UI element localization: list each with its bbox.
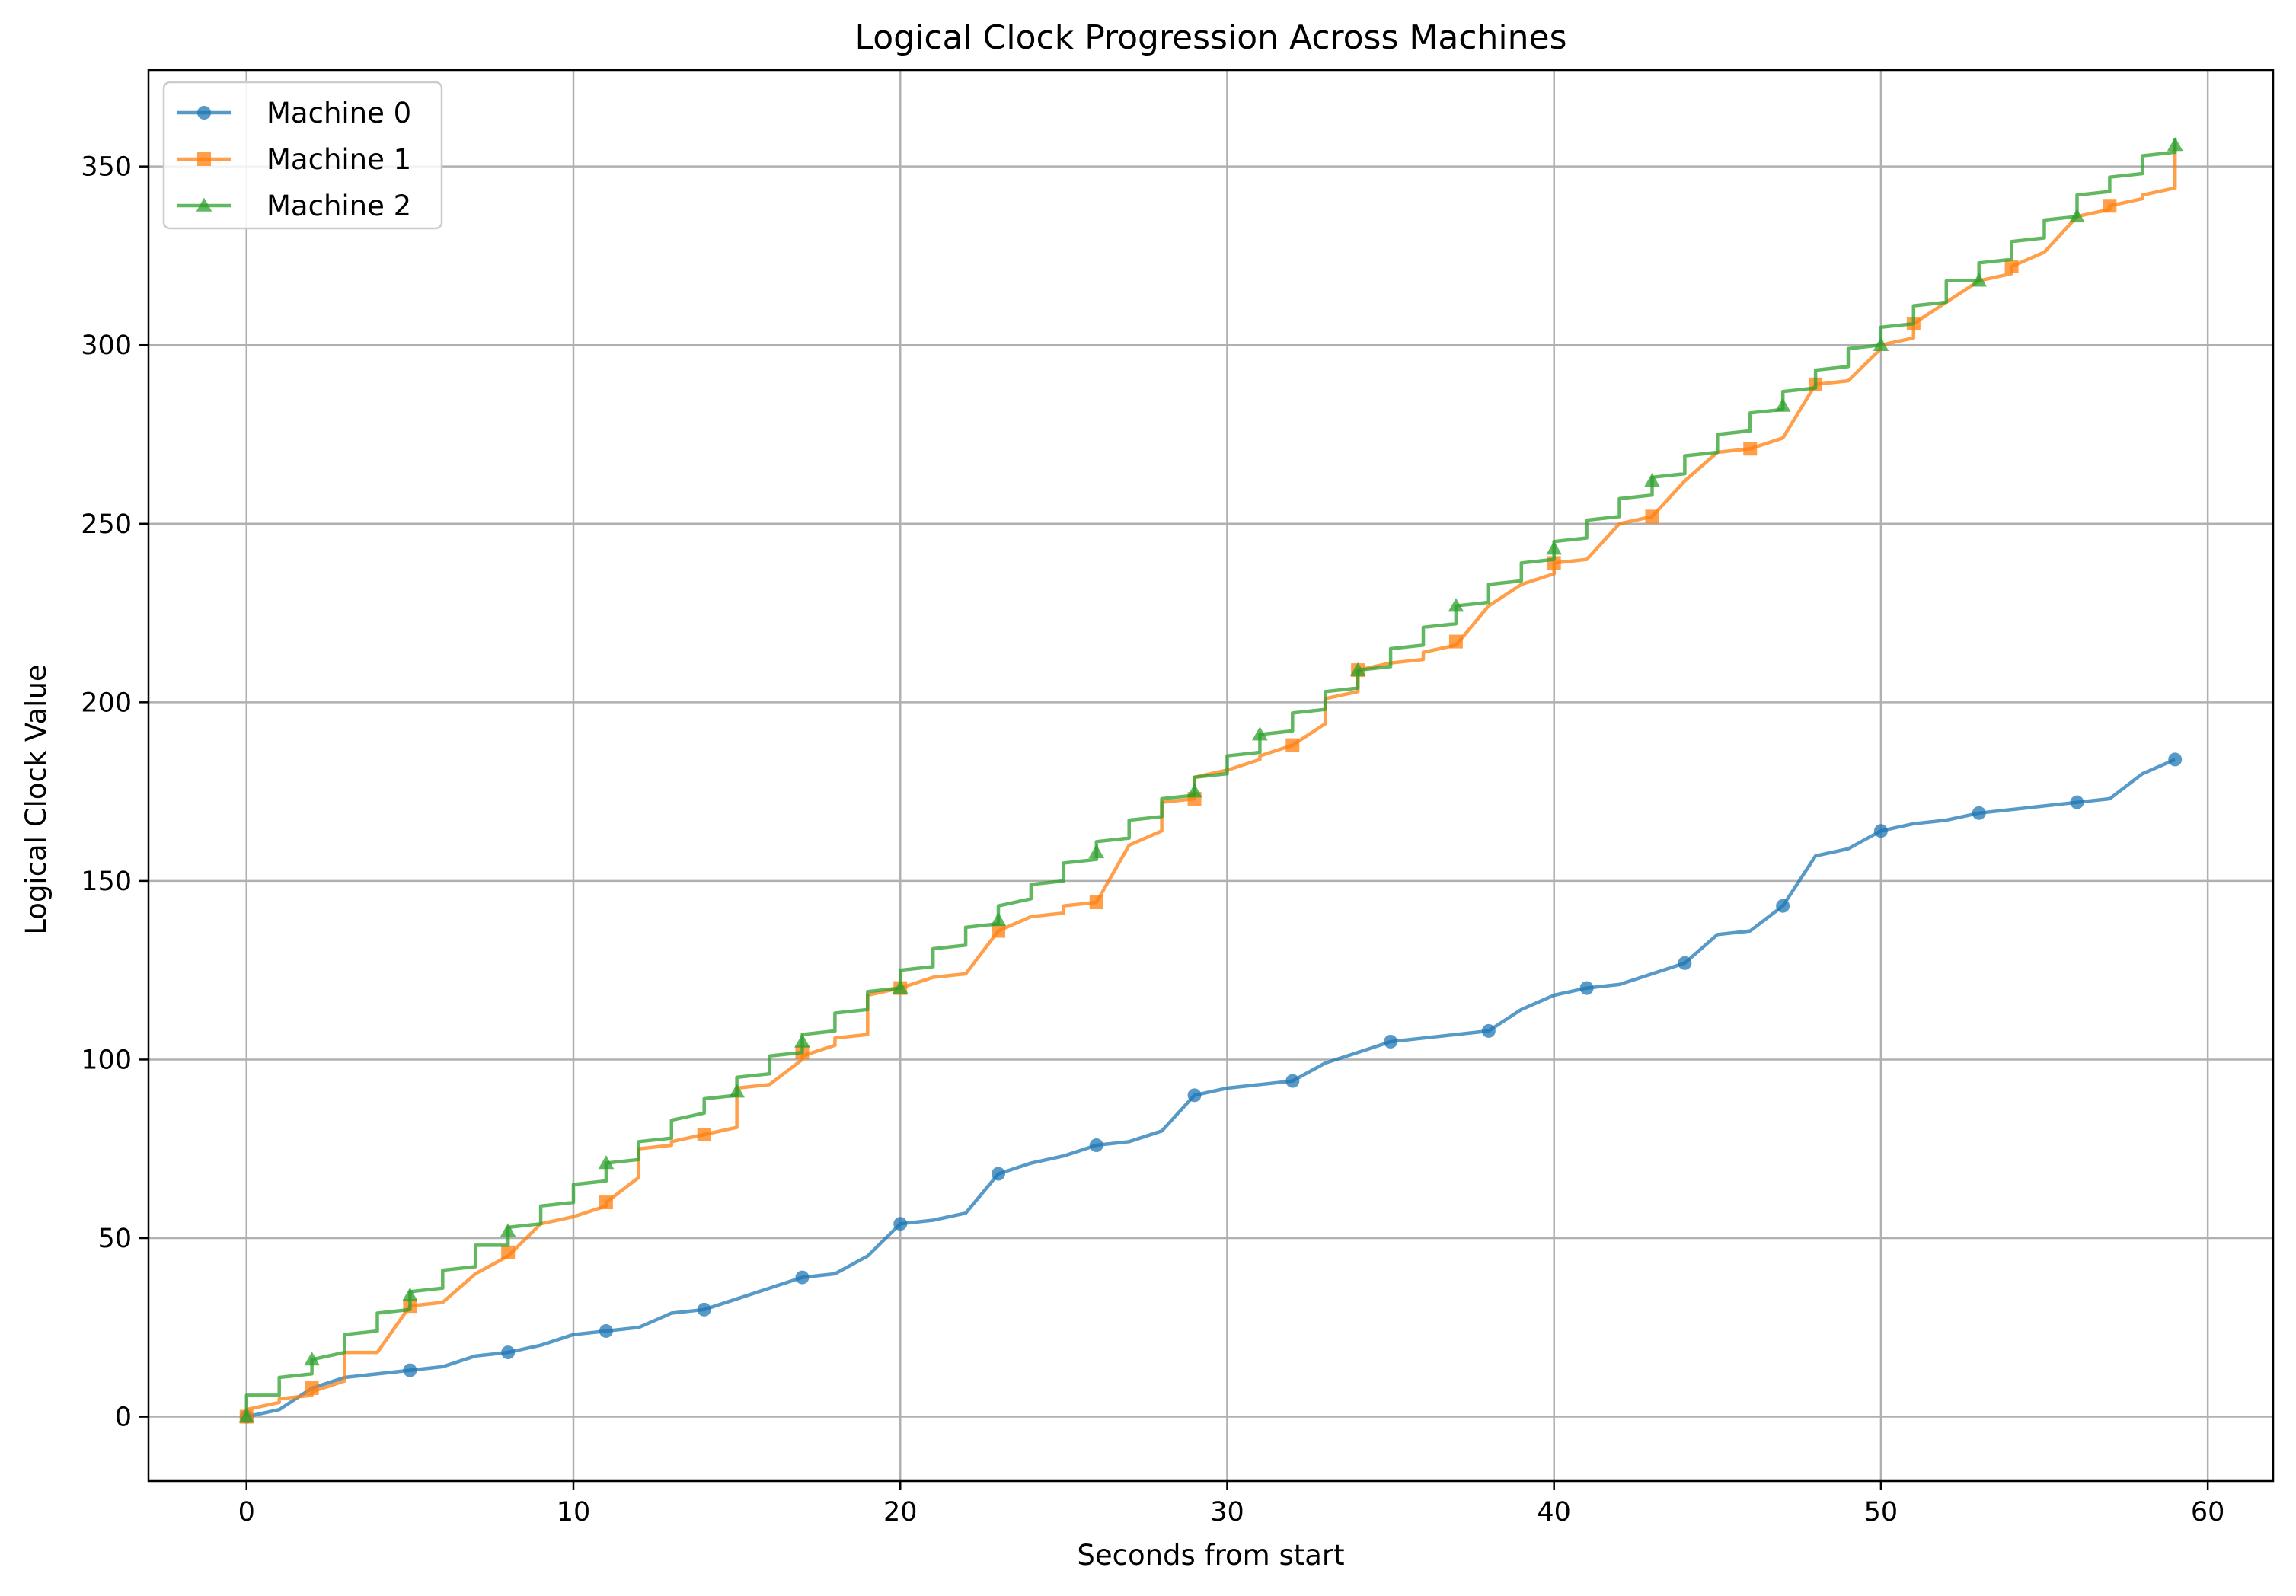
- data-point: [2103, 199, 2117, 213]
- data-point: [402, 1287, 418, 1301]
- data-point: [1187, 1088, 1202, 1103]
- y-tick-label: 250: [81, 509, 132, 540]
- plot-frame: [147, 69, 2275, 1483]
- data-point: [304, 1352, 320, 1366]
- data-point: [1546, 541, 1563, 555]
- data-point: [2167, 137, 2183, 152]
- data-point: [1349, 662, 1366, 676]
- legend-marker: [196, 197, 212, 212]
- data-point: [1089, 895, 1103, 910]
- data-point: [794, 1033, 810, 1048]
- data-point: [697, 1302, 711, 1317]
- data-point: [1774, 397, 1791, 412]
- data-point: [1448, 634, 1463, 649]
- y-tick-label: 50: [97, 1224, 132, 1254]
- y-axis-label: Logical Clock Value: [20, 664, 53, 934]
- legend: Machine 0 Machine 1 Machine 2: [162, 81, 443, 230]
- series-line: [246, 758, 2176, 1419]
- x-tick-label: 0: [238, 1497, 255, 1527]
- data-point: [599, 1195, 613, 1210]
- data-point: [500, 1223, 516, 1237]
- data-point: [1873, 824, 1888, 838]
- data-point: [697, 1127, 711, 1141]
- data-point: [1285, 738, 1300, 752]
- legend-label: Machine 0: [267, 97, 411, 129]
- data-point: [501, 1345, 516, 1360]
- data-point: [1678, 956, 1692, 970]
- data-point: [501, 1245, 516, 1259]
- x-tick-label: 50: [1864, 1497, 1898, 1527]
- data-point: [2168, 752, 2183, 767]
- x-tick-label: 20: [883, 1497, 918, 1527]
- x-tick-label: 40: [1537, 1497, 1571, 1527]
- y-tick-label: 0: [115, 1403, 132, 1433]
- data-point: [1186, 784, 1202, 798]
- data-point: [1252, 726, 1268, 741]
- data-point: [1645, 509, 1659, 524]
- data-point: [403, 1363, 417, 1377]
- data-point: [992, 1167, 1005, 1181]
- legend-item: Machine 0: [177, 97, 411, 129]
- axis-ticks: 0 10 20 30 40 50 60 0 50 100 150 200 250 300 350: [81, 152, 2224, 1527]
- data-point: [1285, 1074, 1300, 1088]
- legend-marker: [197, 106, 211, 120]
- data-point: [2004, 260, 2019, 274]
- data-point: [1743, 442, 1758, 456]
- data-point: [1776, 899, 1790, 913]
- legend-box: [162, 81, 443, 230]
- data-point: [2070, 795, 2084, 809]
- data-point: [1972, 806, 1986, 820]
- chart-title: Logical Clock Progression Across Machine…: [855, 18, 1567, 57]
- y-tick-label: 200: [81, 688, 132, 718]
- x-tick-label: 10: [557, 1497, 591, 1527]
- data-point: [1448, 598, 1464, 612]
- y-tick-label: 350: [81, 152, 132, 183]
- data-point: [729, 1084, 745, 1098]
- data-point: [795, 1270, 810, 1285]
- data-point: [893, 1217, 908, 1231]
- data-point: [1644, 473, 1660, 487]
- series-2: [238, 137, 2183, 1423]
- data-point: [238, 1409, 255, 1423]
- data-point: [2069, 208, 2085, 223]
- x-tick-label: 60: [2191, 1497, 2225, 1527]
- legend-marker: [197, 152, 211, 166]
- data-point: [1481, 1023, 1496, 1038]
- legend-item: Machine 2: [177, 190, 411, 222]
- data-point: [892, 980, 909, 994]
- legend-label: Machine 1: [267, 143, 411, 176]
- y-tick-label: 150: [81, 867, 132, 897]
- data-point: [1579, 981, 1594, 995]
- series-0: [239, 752, 2183, 1424]
- x-tick-label: 30: [1210, 1497, 1244, 1527]
- grid-lines: [148, 70, 2273, 1481]
- data-point: [1873, 337, 1889, 351]
- data-point: [1384, 1034, 1398, 1049]
- data-point: [1088, 844, 1105, 859]
- legend-label: Machine 2: [267, 190, 411, 222]
- series-layer: [238, 137, 2183, 1424]
- data-point: [599, 1323, 613, 1338]
- legend-item: Machine 1: [177, 143, 411, 176]
- x-axis-label: Seconds from start: [1077, 1539, 1344, 1572]
- data-point: [990, 912, 1007, 927]
- y-tick-label: 100: [81, 1045, 132, 1075]
- data-point: [1089, 1138, 1103, 1153]
- series-line: [244, 138, 2177, 1417]
- y-tick-label: 300: [81, 330, 132, 361]
- data-point: [598, 1155, 615, 1170]
- data-point: [992, 924, 1005, 938]
- data-point: [1971, 273, 1988, 287]
- data-point: [305, 1381, 319, 1396]
